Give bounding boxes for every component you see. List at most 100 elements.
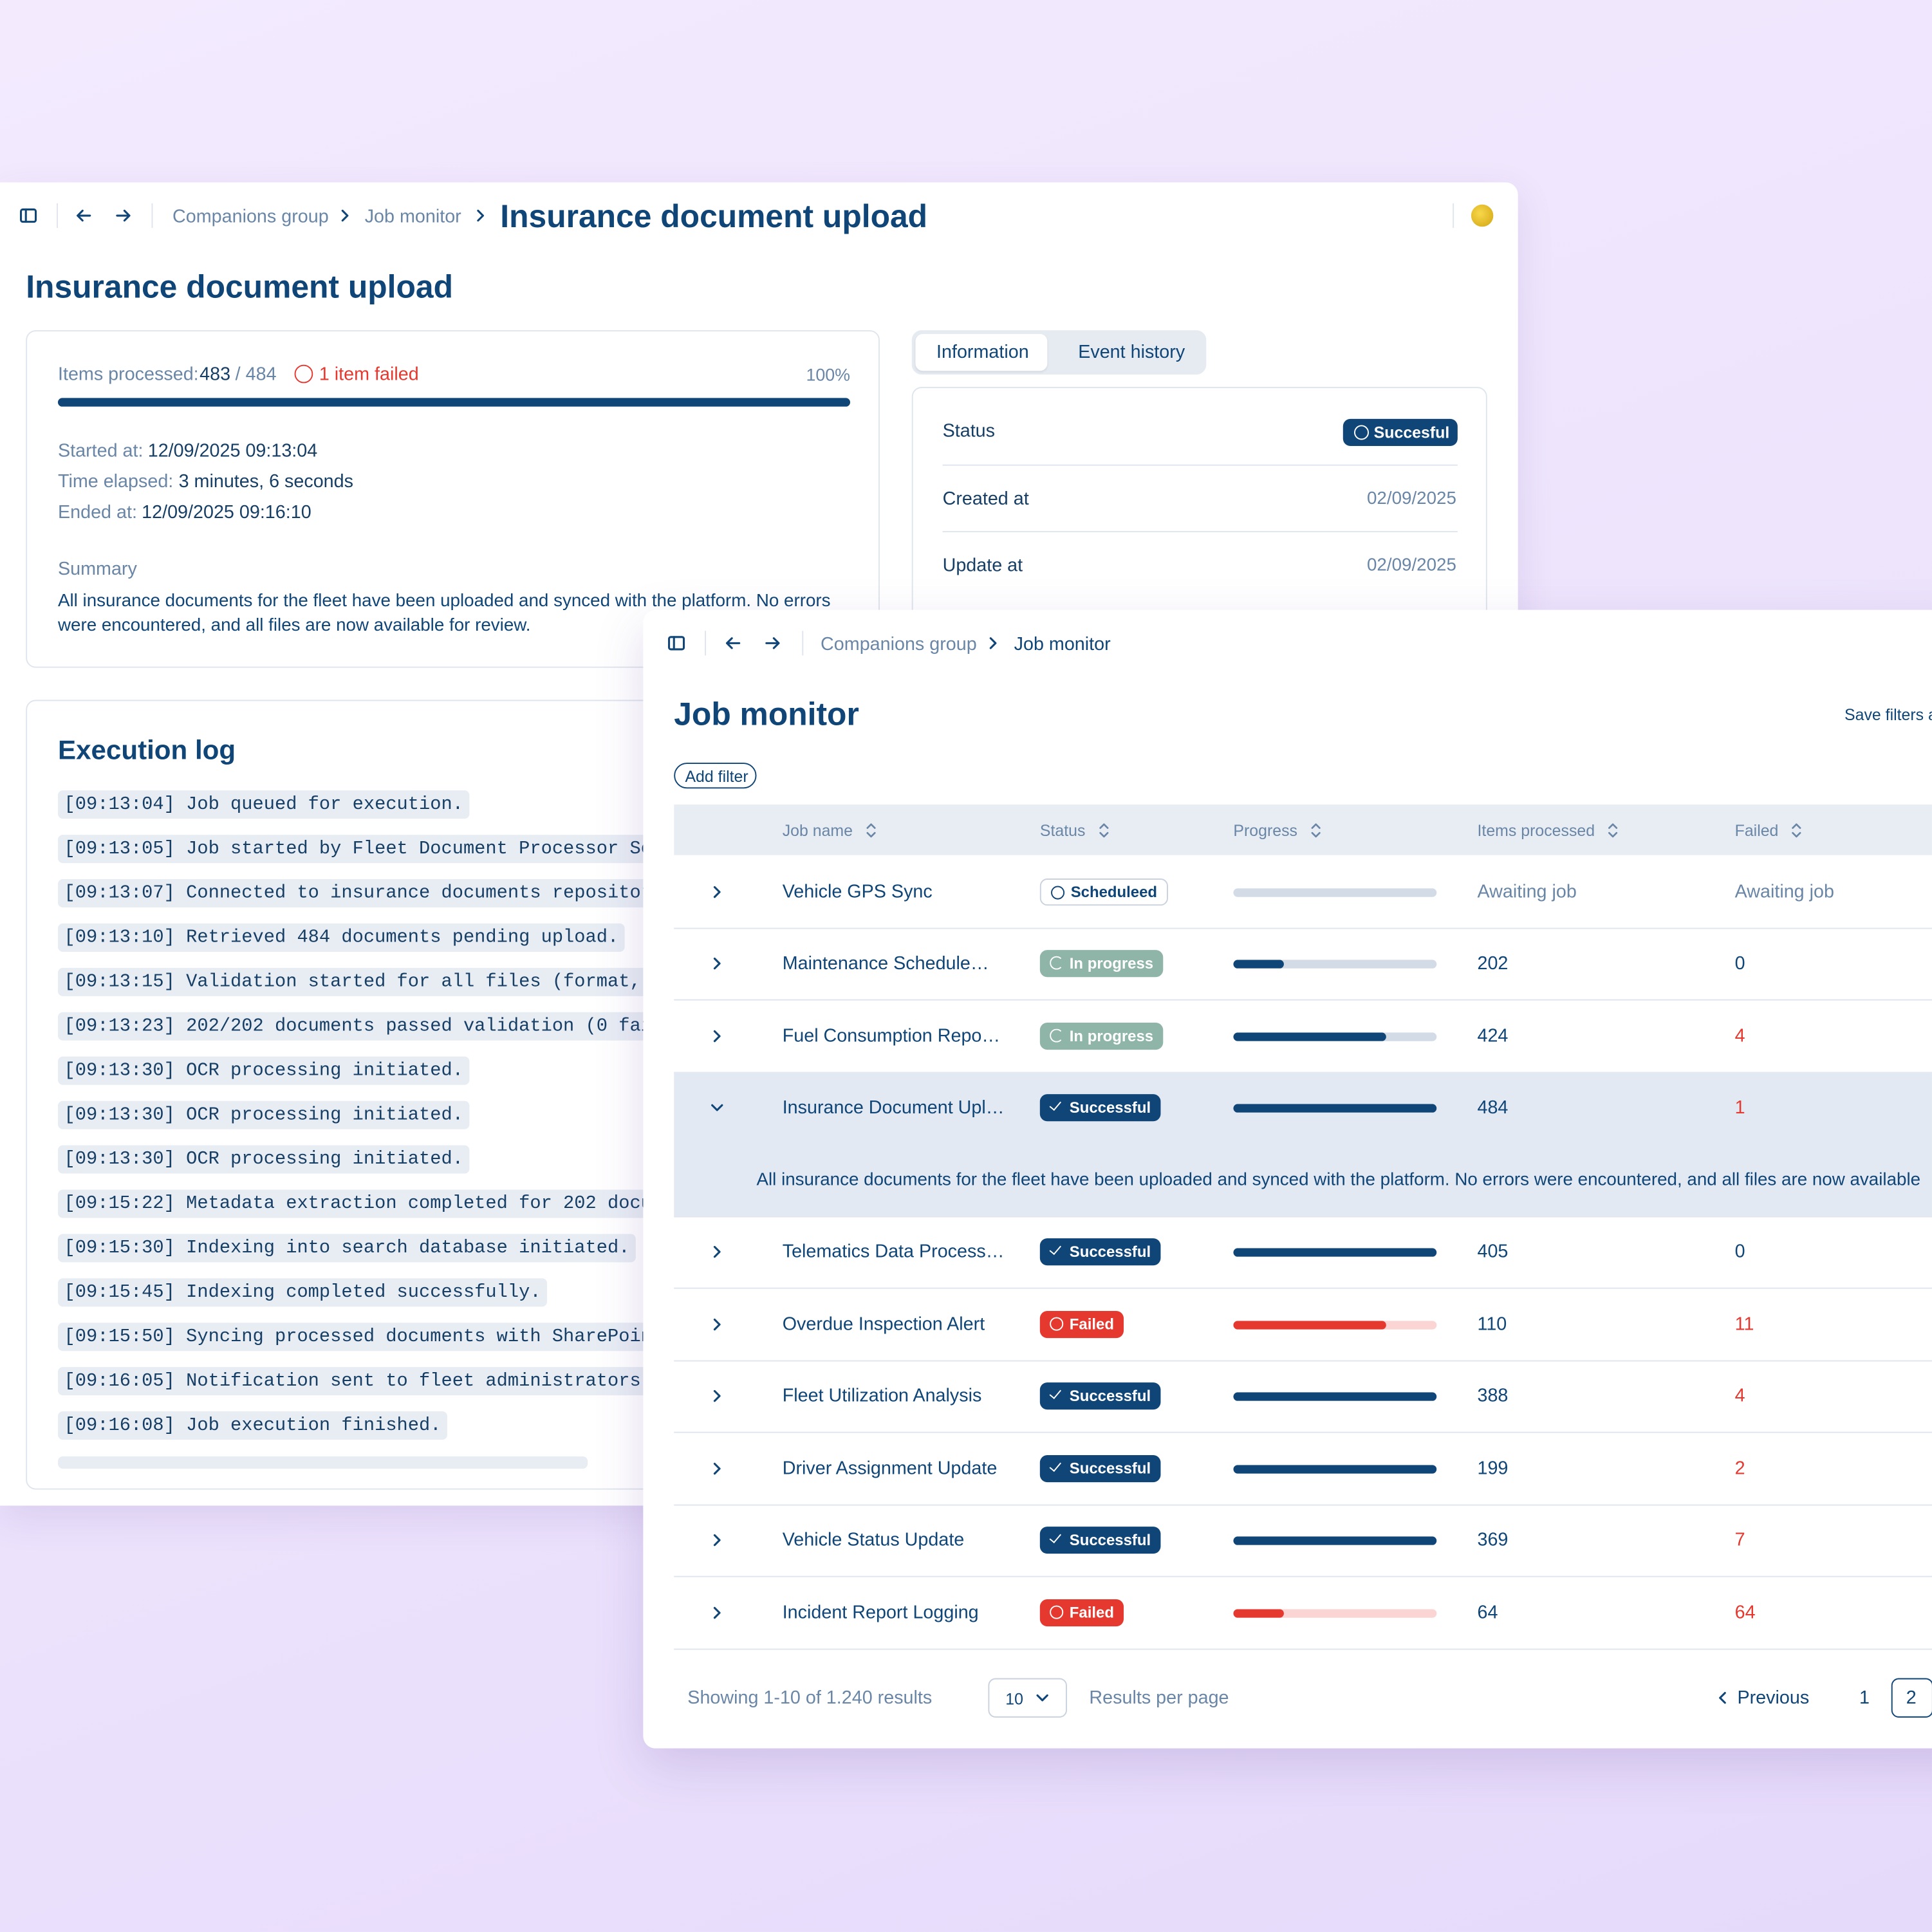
expand-toggle[interactable] — [707, 1315, 727, 1335]
divider — [942, 531, 1458, 533]
breadcrumb-link[interactable]: Job monitor — [364, 206, 461, 228]
info-value: 02/09/2025 — [1366, 555, 1456, 576]
progress-track — [1233, 1464, 1437, 1473]
info-label: Status — [942, 420, 996, 442]
sort-icon — [1307, 821, 1324, 841]
log-line: [09:13:04] Job queued for execution. — [57, 790, 470, 819]
add-filter-button[interactable]: Add filter — [674, 763, 757, 789]
save-filters-button[interactable]: Save filters a — [1844, 705, 1932, 724]
job-name[interactable]: Fleet Utilization Analysis — [782, 1385, 982, 1407]
per-page-select[interactable]: 10 — [988, 1678, 1067, 1718]
forward-button[interactable] — [113, 206, 133, 226]
log-line: [09:13:07] Connected to insurance docume… — [57, 878, 669, 908]
meta-label: Started at: — [57, 440, 144, 461]
expand-toggle[interactable] — [707, 1026, 727, 1046]
expand-toggle[interactable] — [707, 882, 727, 902]
progress-percent: 100% — [806, 364, 851, 385]
summary-label: Summary — [57, 559, 137, 580]
expand-toggle[interactable] — [707, 1530, 727, 1550]
job-name[interactable]: Maintenance Schedule… — [782, 952, 989, 974]
progress-fill — [1233, 1032, 1386, 1041]
job-name[interactable]: Vehicle GPS Sync — [782, 881, 933, 903]
failed-count: 1 — [1734, 1097, 1745, 1119]
chevron — [470, 206, 490, 226]
items-processed: 484 — [1477, 1097, 1509, 1119]
expand-toggle[interactable] — [707, 1386, 727, 1406]
failed-count: 11 — [1734, 1314, 1754, 1335]
progress-bar — [57, 398, 851, 407]
progress-track — [1233, 1608, 1437, 1617]
badge-text: Successful — [1069, 1531, 1151, 1549]
failed-count: 7 — [1734, 1529, 1745, 1551]
badge-text: Successful — [1069, 1460, 1151, 1478]
previous-button[interactable]: Previous — [1737, 1687, 1810, 1709]
row-divider — [674, 1431, 1932, 1433]
divider — [705, 631, 707, 656]
log-line: [09:15:45] Indexing completed successful… — [57, 1278, 548, 1307]
column-header[interactable]: Job name — [782, 821, 853, 840]
badge-icon — [1050, 1605, 1064, 1619]
back-button[interactable] — [74, 206, 94, 226]
items-processed: 64 — [1477, 1602, 1498, 1624]
tab[interactable]: Information — [936, 342, 1029, 363]
job-name[interactable]: Vehicle Status Update — [782, 1529, 965, 1551]
items-processed: 369 — [1477, 1529, 1509, 1551]
failed-count: 64 — [1734, 1602, 1756, 1624]
badge-icon — [1050, 1028, 1064, 1043]
badge-text: Failed — [1069, 1315, 1114, 1333]
log-line-partial — [57, 1456, 588, 1469]
page-button-active[interactable]: 2 — [1891, 1678, 1932, 1718]
column-header[interactable]: Failed — [1734, 821, 1779, 840]
tab[interactable]: Event history — [1078, 342, 1185, 363]
back-button[interactable] — [723, 633, 743, 653]
expand-toggle[interactable] — [707, 1098, 727, 1118]
divider — [802, 631, 804, 656]
badge-text: Successful — [1069, 1387, 1151, 1405]
expand-toggle[interactable] — [707, 954, 727, 974]
breadcrumb-link[interactable]: Companions group — [172, 206, 329, 228]
expand-toggle[interactable] — [707, 1459, 727, 1479]
expand-toggle[interactable] — [707, 1603, 727, 1623]
row-description: All insurance documents for the fleet ha… — [756, 1170, 1921, 1191]
meta-label: Ended at: — [57, 502, 137, 523]
progress-fill — [1233, 1536, 1437, 1545]
progress-fill — [1233, 1247, 1437, 1256]
breadcrumb-link[interactable]: Companions group — [821, 634, 977, 655]
job-name[interactable]: Insurance Document Upl… — [782, 1097, 1005, 1119]
log-line: [09:13:15] Validation started for all fi… — [57, 967, 669, 996]
log-line: [09:13:30] OCR processing initiated. — [57, 1101, 470, 1129]
status-badge: Succesful — [1342, 418, 1458, 447]
failed-count: 1 item failed — [319, 364, 419, 385]
sidebar-toggle[interactable] — [667, 633, 687, 653]
job-name[interactable]: Driver Assignment Update — [782, 1458, 998, 1480]
column-header[interactable]: Progress — [1233, 821, 1298, 840]
sidebar-toggle[interactable] — [19, 206, 39, 226]
expand-toggle[interactable] — [707, 1242, 727, 1262]
job-name[interactable]: Incident Report Logging — [782, 1602, 979, 1624]
row-divider — [674, 1504, 1932, 1506]
badge-text: Failed — [1069, 1604, 1114, 1622]
column-header[interactable]: Items processed — [1477, 821, 1595, 840]
status-badge: Successful — [1039, 1238, 1161, 1266]
progress-label: Items processed: — [57, 364, 199, 385]
badge-text: In progress — [1069, 954, 1154, 972]
log-line: [09:16:08] Job execution finished. — [57, 1411, 448, 1440]
badge-text: In progress — [1069, 1027, 1154, 1045]
progress-track — [1233, 1032, 1437, 1041]
row-divider — [674, 1360, 1932, 1362]
page-title: Job monitor — [674, 695, 859, 733]
log-line: [09:13:05] Job started by Fleet Document… — [57, 835, 669, 864]
status-badge: Successful — [1039, 1527, 1161, 1554]
forward-button[interactable] — [763, 633, 783, 653]
row-divider — [674, 1287, 1932, 1289]
job-name[interactable]: Telematics Data Process… — [782, 1241, 1005, 1263]
job-name[interactable]: Fuel Consumption Repo… — [782, 1025, 1001, 1047]
status-badge: In progress — [1039, 950, 1164, 978]
progress-track — [1233, 1320, 1437, 1329]
items-processed: 199 — [1477, 1458, 1509, 1480]
job-name[interactable]: Overdue Inspection Alert — [782, 1314, 985, 1335]
page-button[interactable]: 1 — [1859, 1687, 1870, 1709]
column-header[interactable]: Status — [1039, 821, 1086, 840]
chevron — [983, 633, 1003, 653]
